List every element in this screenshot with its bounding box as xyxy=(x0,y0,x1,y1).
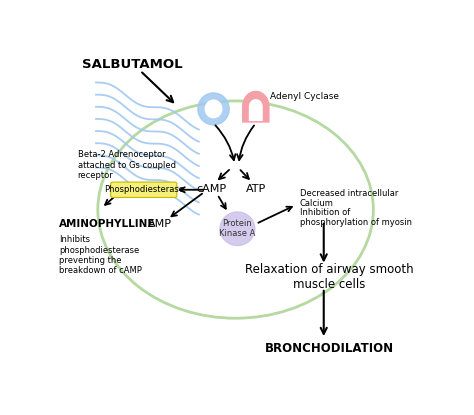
Text: Protein
Kinase A: Protein Kinase A xyxy=(219,219,255,239)
Text: SALBUTAMOL: SALBUTAMOL xyxy=(82,58,183,71)
Text: BRONCHODILATION: BRONCHODILATION xyxy=(264,342,394,355)
Text: Adenyl Cyclase: Adenyl Cyclase xyxy=(271,92,339,100)
Text: ATP: ATP xyxy=(246,184,266,194)
FancyBboxPatch shape xyxy=(110,182,177,198)
Text: Beta-2 Adrenoceptor
attached to Gs coupled
receptor: Beta-2 Adrenoceptor attached to Gs coupl… xyxy=(78,151,176,180)
Text: Phosphodiesterase: Phosphodiesterase xyxy=(104,185,184,194)
Text: cAMP: cAMP xyxy=(197,184,227,194)
Text: Relaxation of airway smooth
muscle cells: Relaxation of airway smooth muscle cells xyxy=(245,263,413,290)
Text: Inhibition of
phosphorylation of myosin: Inhibition of phosphorylation of myosin xyxy=(300,208,412,227)
Text: Inhibits
phosphodiesterase
preventing the
breakdown of cAMP: Inhibits phosphodiesterase preventing th… xyxy=(59,235,142,275)
PathPatch shape xyxy=(249,99,263,121)
Ellipse shape xyxy=(220,212,255,246)
Text: AMP: AMP xyxy=(148,219,172,229)
Text: Decreased intracellular
Calcium: Decreased intracellular Calcium xyxy=(300,189,398,208)
Text: AMINOPHYLLINE: AMINOPHYLLINE xyxy=(59,219,156,229)
PathPatch shape xyxy=(242,91,270,123)
Ellipse shape xyxy=(198,93,229,125)
Ellipse shape xyxy=(205,100,222,118)
